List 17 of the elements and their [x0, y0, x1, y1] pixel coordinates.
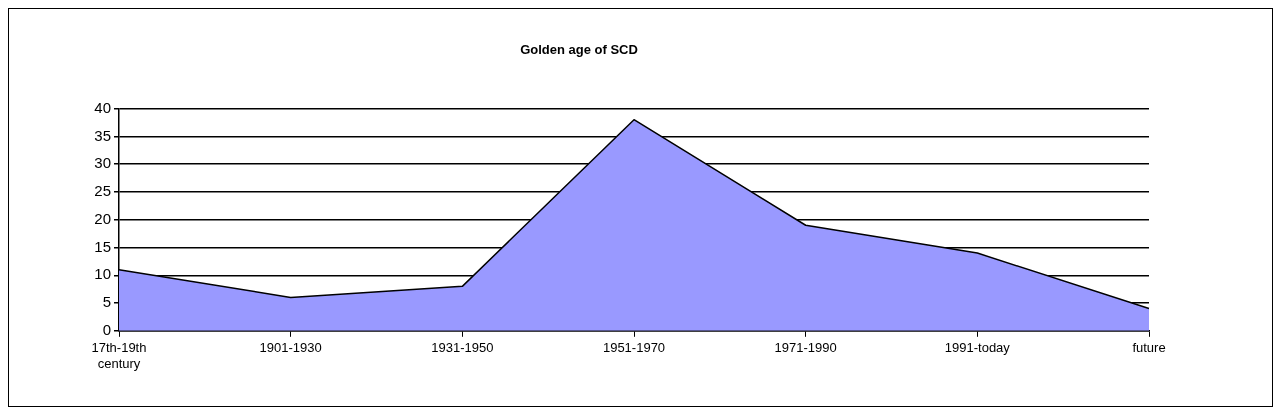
y-tick-label: 20 — [94, 209, 111, 227]
y-tick-label: 10 — [94, 265, 111, 283]
y-tick-label: 40 — [94, 98, 111, 116]
y-tick-label: 5 — [102, 293, 111, 311]
y-tick-label: 15 — [94, 237, 111, 255]
y-tick-label: 0 — [102, 320, 111, 338]
x-tick-label: future — [1132, 340, 1166, 356]
y-tick-label: 30 — [94, 154, 111, 172]
x-tick-label: 1901-1930 — [259, 340, 322, 356]
x-tick-label: 17th-19th century — [91, 340, 147, 371]
x-tick-label: 1951-1970 — [602, 340, 666, 356]
x-tick-label: 1971-1990 — [774, 340, 837, 356]
x-tick-label: 1931-1950 — [431, 340, 494, 356]
chart-title: Golden age of SCD — [520, 42, 638, 58]
y-tick-label: 35 — [94, 126, 111, 144]
y-tick-label: 25 — [94, 182, 111, 200]
x-tick-label: 1991-today — [944, 340, 1011, 356]
